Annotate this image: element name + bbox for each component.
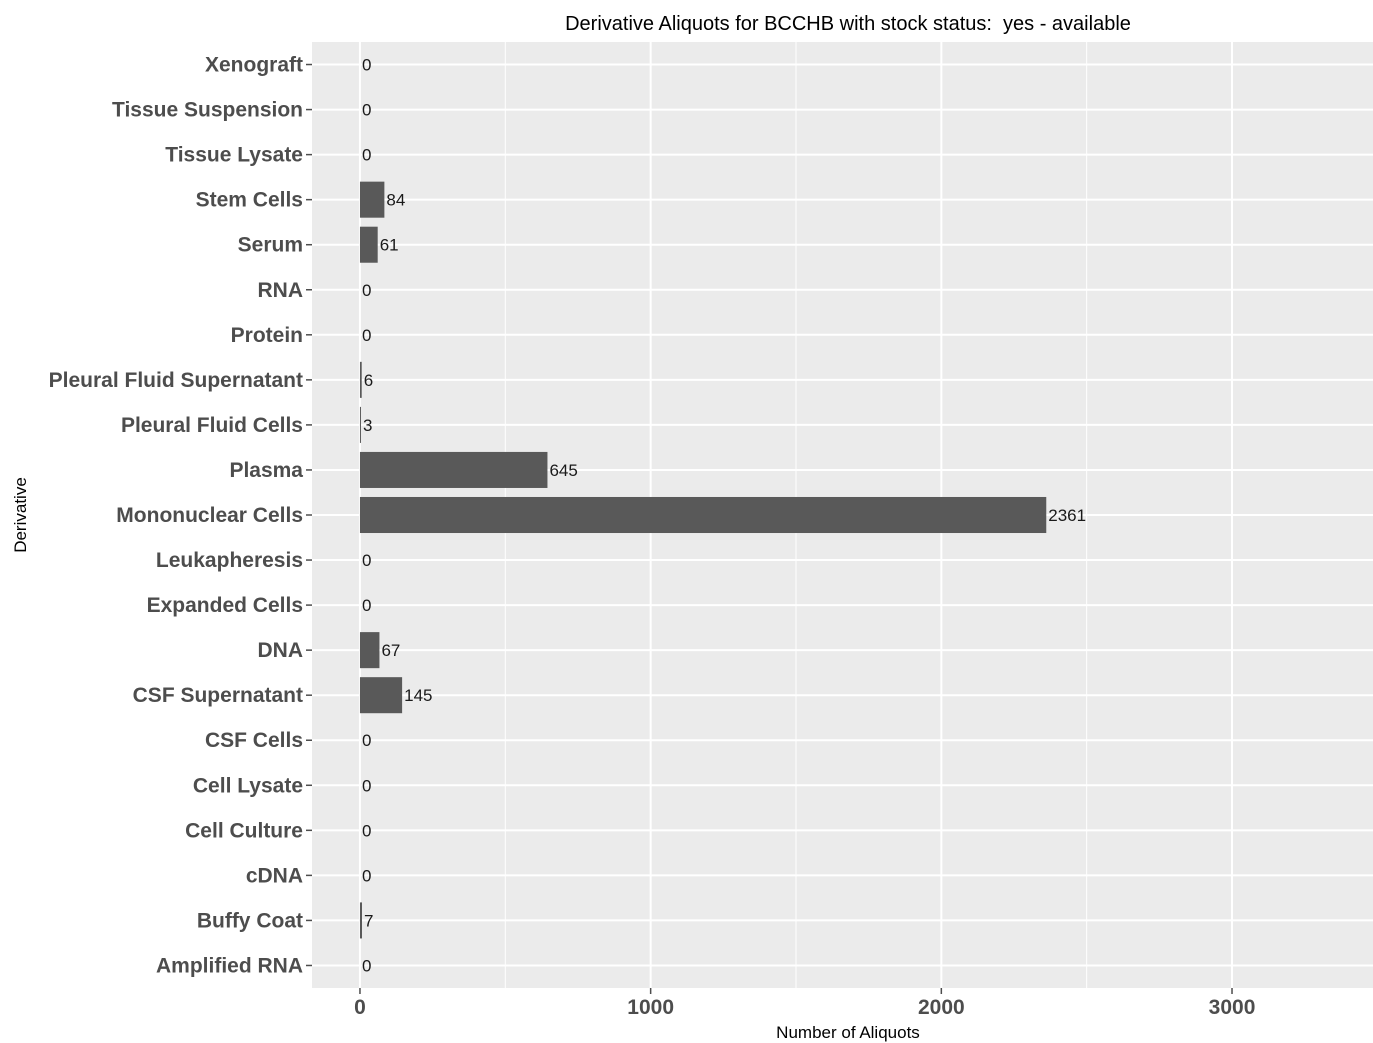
- x-axis-ticks: 0 1000 2000 3000: [354, 988, 1255, 1019]
- bar: [359, 632, 380, 669]
- y-tick-label: Mononuclear Cells: [116, 504, 303, 527]
- y-tick-label: Protein: [231, 324, 303, 347]
- value-label: 0: [362, 281, 371, 300]
- bar: [359, 451, 548, 488]
- value-labels: 0 0 0 84 61 0 0 6 3 645 2361 0 0 67 145 0 0 0 0 7 0: [362, 56, 1086, 976]
- value-label: 2361: [1048, 506, 1086, 525]
- value-label: 0: [362, 101, 371, 120]
- y-axis-title: Derivative: [11, 477, 30, 553]
- value-label: 0: [362, 776, 371, 795]
- value-label: 0: [362, 866, 371, 885]
- value-label: 0: [362, 596, 371, 615]
- y-tick-label: Cell Culture: [185, 819, 303, 842]
- y-tick-label: Pleural Fluid Supernatant: [49, 369, 303, 392]
- y-tick-label: Tissue Suspension: [112, 99, 303, 122]
- value-label: 7: [364, 911, 373, 930]
- y-tick-label: Expanded Cells: [147, 594, 303, 617]
- value-label: 645: [549, 461, 577, 480]
- bars: [359, 181, 1047, 939]
- value-label: 0: [362, 551, 371, 570]
- bar: [359, 406, 361, 443]
- x-tick-label: 1000: [627, 996, 674, 1019]
- bar: [359, 226, 378, 263]
- y-axis-ticks: Xenograft Tissue Suspension Tissue Lysate S…: [49, 54, 312, 977]
- y-tick-label: Pleural Fluid Cells: [121, 414, 303, 437]
- x-axis-title: Number of Aliquots: [776, 1023, 920, 1042]
- bar: [359, 361, 362, 398]
- y-tick-label: CSF Supernatant: [133, 684, 303, 707]
- y-tick-label: RNA: [258, 279, 304, 302]
- value-label: 67: [381, 641, 400, 660]
- value-label: 0: [362, 326, 371, 345]
- y-tick-label: Leukapheresis: [156, 549, 303, 572]
- x-tick-label: 2000: [918, 996, 965, 1019]
- y-tick-label: Tissue Lysate: [165, 144, 303, 167]
- y-tick-label: Buffy Coat: [197, 909, 303, 932]
- y-tick-label: DNA: [258, 639, 304, 662]
- y-tick-label: Serum: [238, 234, 303, 257]
- value-label: 6: [364, 371, 373, 390]
- chart-title: Derivative Aliquots for BCCHB with stock…: [565, 13, 1131, 35]
- value-label: 0: [362, 146, 371, 165]
- y-tick-label: cDNA: [246, 864, 303, 887]
- y-tick-label: Stem Cells: [196, 189, 303, 212]
- value-label: 0: [362, 731, 371, 750]
- bar: [359, 902, 362, 939]
- y-tick-label: CSF Cells: [205, 729, 303, 752]
- grid-lines: [312, 42, 1373, 988]
- bar: [359, 181, 385, 218]
- y-tick-label: Amplified RNA: [156, 954, 303, 977]
- y-tick-label: Cell Lysate: [193, 774, 303, 797]
- value-label: 0: [362, 56, 371, 75]
- x-tick-label: 3000: [1209, 996, 1256, 1019]
- value-label: 3: [363, 416, 372, 435]
- x-tick-label: 0: [354, 996, 366, 1019]
- value-label: 145: [404, 686, 432, 705]
- bar: [359, 677, 403, 714]
- value-label: 84: [386, 191, 405, 210]
- bar: [359, 496, 1047, 534]
- value-label: 0: [362, 821, 371, 840]
- value-label: 0: [362, 956, 371, 975]
- y-tick-label: Xenograft: [205, 54, 303, 77]
- y-tick-label: Plasma: [229, 459, 303, 482]
- value-label: 61: [380, 236, 399, 255]
